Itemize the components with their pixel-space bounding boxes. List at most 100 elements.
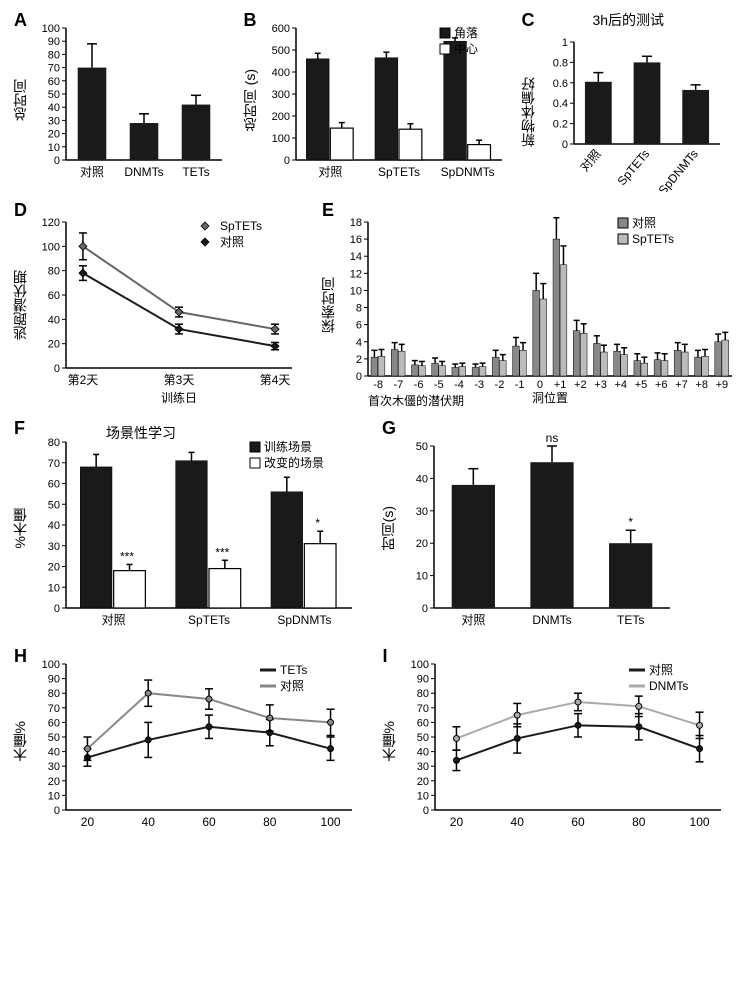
svg-text:对照: 对照 bbox=[102, 613, 126, 627]
svg-text:0: 0 bbox=[54, 805, 60, 817]
svg-text:10: 10 bbox=[48, 790, 60, 802]
svg-text:1: 1 bbox=[561, 37, 567, 49]
svg-text:SpDNMTs: SpDNMTs bbox=[277, 613, 331, 627]
svg-text:40: 40 bbox=[48, 747, 60, 759]
panel-g-ylabel: 时间(s) bbox=[378, 506, 398, 550]
svg-text:70: 70 bbox=[48, 63, 60, 75]
svg-text:0: 0 bbox=[422, 603, 428, 615]
svg-text:+8: +8 bbox=[695, 379, 708, 391]
svg-text:0: 0 bbox=[283, 155, 289, 167]
panel-b: B 总时间 (s) 0100200300400500600对照SpTETsSpD… bbox=[240, 10, 510, 192]
svg-text:洞位置: 洞位置 bbox=[532, 390, 568, 405]
svg-text:80: 80 bbox=[416, 688, 428, 700]
panel-h: H 木僵% 010203040506070809010020406080100T… bbox=[10, 646, 371, 836]
svg-text:40: 40 bbox=[510, 815, 524, 829]
svg-text:20: 20 bbox=[449, 815, 463, 829]
svg-text:80: 80 bbox=[48, 688, 60, 700]
panel-d-chart: 020406080100120第2天第3天第4天训练日SpTETs对照 bbox=[30, 200, 300, 410]
svg-text:第2天: 第2天 bbox=[68, 373, 99, 387]
svg-text:14: 14 bbox=[350, 251, 362, 263]
panel-i-chart: 010203040506070809010020406080100对照DNMTs bbox=[399, 646, 729, 836]
svg-text:20: 20 bbox=[48, 776, 60, 788]
panel-a-ylabel: 总时间 bbox=[10, 79, 30, 121]
svg-text:20: 20 bbox=[48, 562, 60, 574]
svg-text:40: 40 bbox=[48, 314, 60, 326]
svg-text:300: 300 bbox=[271, 89, 289, 101]
svg-text:0.8: 0.8 bbox=[552, 57, 567, 69]
svg-text:0: 0 bbox=[537, 379, 543, 391]
svg-text:30: 30 bbox=[48, 541, 60, 553]
panel-f-ylabel: %木僵 bbox=[10, 508, 30, 548]
svg-text:场景性学习: 场景性学习 bbox=[106, 425, 176, 441]
svg-text:16: 16 bbox=[350, 234, 362, 246]
svg-text:70: 70 bbox=[48, 703, 60, 715]
panel-d-label: D bbox=[14, 200, 27, 221]
svg-text:0: 0 bbox=[54, 603, 60, 615]
svg-text:100: 100 bbox=[271, 133, 289, 145]
panel-b-ylabel: 总时间 (s) bbox=[240, 69, 260, 131]
svg-text:100: 100 bbox=[689, 815, 709, 829]
svg-text:ns: ns bbox=[546, 431, 559, 445]
svg-text:100: 100 bbox=[410, 659, 428, 671]
svg-text:0.4: 0.4 bbox=[552, 98, 567, 110]
svg-text:50: 50 bbox=[416, 441, 428, 453]
svg-text:第4天: 第4天 bbox=[260, 373, 291, 387]
svg-text:+2: +2 bbox=[574, 379, 587, 391]
svg-text:***: *** bbox=[120, 549, 134, 563]
svg-text:SpTETs: SpTETs bbox=[632, 232, 674, 246]
panel-c: C 3h后的测试 新物体偏好 00.20.40.60.81对照SpTETsSpD… bbox=[518, 10, 740, 192]
svg-text:0: 0 bbox=[54, 363, 60, 375]
svg-text:+1: +1 bbox=[554, 379, 567, 391]
svg-text:+7: +7 bbox=[675, 379, 688, 391]
svg-text:-3: -3 bbox=[474, 379, 484, 391]
svg-text:10: 10 bbox=[48, 582, 60, 594]
svg-text:对照: 对照 bbox=[632, 216, 656, 230]
svg-text:2: 2 bbox=[356, 354, 362, 366]
svg-text:80: 80 bbox=[632, 815, 646, 829]
svg-text:80: 80 bbox=[263, 815, 277, 829]
svg-text:DNMTs: DNMTs bbox=[532, 613, 571, 627]
svg-text:4: 4 bbox=[356, 337, 362, 349]
svg-text:60: 60 bbox=[571, 815, 585, 829]
svg-text:SpDNMTs: SpDNMTs bbox=[440, 165, 494, 179]
svg-text:对照: 对照 bbox=[649, 663, 673, 677]
svg-text:50: 50 bbox=[48, 732, 60, 744]
svg-text:60: 60 bbox=[48, 479, 60, 491]
svg-text:10: 10 bbox=[48, 142, 60, 154]
svg-text:20: 20 bbox=[48, 129, 60, 141]
svg-text:0: 0 bbox=[561, 139, 567, 151]
svg-text:30: 30 bbox=[48, 115, 60, 127]
svg-text:改变的场景: 改变的场景 bbox=[264, 455, 324, 470]
svg-text:8: 8 bbox=[356, 303, 362, 315]
svg-text:***: *** bbox=[215, 545, 229, 559]
svg-text:0.2: 0.2 bbox=[552, 119, 567, 131]
panel-f-chart: 01020304050607080***对照***SpTETs*SpDNMTs训… bbox=[30, 418, 360, 638]
svg-text:-5: -5 bbox=[434, 379, 444, 391]
panel-d: D 逃跑潜伏期 020406080100120第2天第3天第4天训练日SpTET… bbox=[10, 200, 310, 410]
svg-text:20: 20 bbox=[81, 815, 95, 829]
panel-b-chart: 0100200300400500600对照SpTETsSpDNMTs角落中心 bbox=[260, 10, 510, 190]
panel-c-title: 3h后的测试 bbox=[518, 10, 740, 30]
svg-text:6: 6 bbox=[356, 320, 362, 332]
panel-i-ylabel: 木僵% bbox=[379, 721, 399, 761]
panel-e: E 探索时间 024681012141618-8-7-6-5-4-3-2-10+… bbox=[318, 200, 739, 410]
panel-i-label: I bbox=[383, 646, 388, 667]
panel-b-label: B bbox=[244, 10, 257, 31]
svg-text:70: 70 bbox=[48, 458, 60, 470]
svg-text:0: 0 bbox=[54, 155, 60, 167]
svg-text:60: 60 bbox=[48, 76, 60, 88]
svg-text:DNMTs: DNMTs bbox=[649, 679, 688, 693]
svg-text:30: 30 bbox=[48, 761, 60, 773]
svg-text:SpTETs: SpTETs bbox=[188, 613, 230, 627]
svg-text:TETs: TETs bbox=[182, 165, 209, 179]
svg-text:90: 90 bbox=[48, 36, 60, 48]
svg-text:训练场景: 训练场景 bbox=[264, 439, 312, 454]
svg-text:对照: 对照 bbox=[280, 679, 304, 693]
panel-e-chart: 024681012141618-8-7-6-5-4-3-2-10+1+2+3+4… bbox=[338, 200, 738, 410]
svg-text:对照: 对照 bbox=[220, 235, 244, 249]
panel-g-chart: 01020304050对照nsDNMTs*TETs bbox=[398, 418, 678, 638]
svg-text:+6: +6 bbox=[655, 379, 668, 391]
panel-c-chart: 00.20.40.60.81对照SpTETsSpDNMTs bbox=[538, 32, 728, 192]
svg-text:0: 0 bbox=[356, 371, 362, 383]
svg-text:10: 10 bbox=[350, 285, 362, 297]
